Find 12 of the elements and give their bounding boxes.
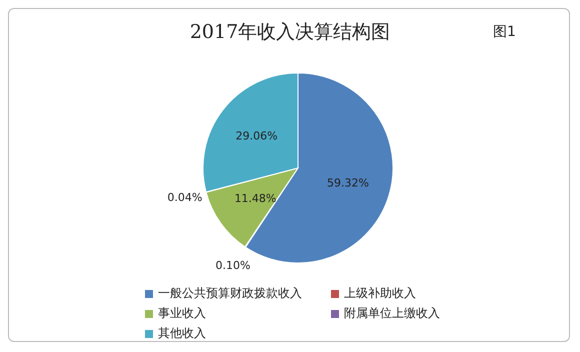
legend-label: 上级补助收入 [344,285,416,302]
legend-label: 其他收入 [158,325,206,342]
data-label: 59.32% [327,176,370,190]
legend-label: 事业收入 [158,305,206,322]
data-label: 0.04% [167,191,202,204]
data-label: 29.06% [236,130,278,143]
data-label: 0.10% [216,258,251,272]
legend-label: 一般公共预算财政拨款收入 [158,285,302,302]
legend-label: 附属单位上缴收入 [344,305,440,322]
chart-title: 2017年收入决算结构图 [190,21,390,43]
data-label: 11.48% [234,192,276,205]
caption: 图1 [493,23,516,41]
